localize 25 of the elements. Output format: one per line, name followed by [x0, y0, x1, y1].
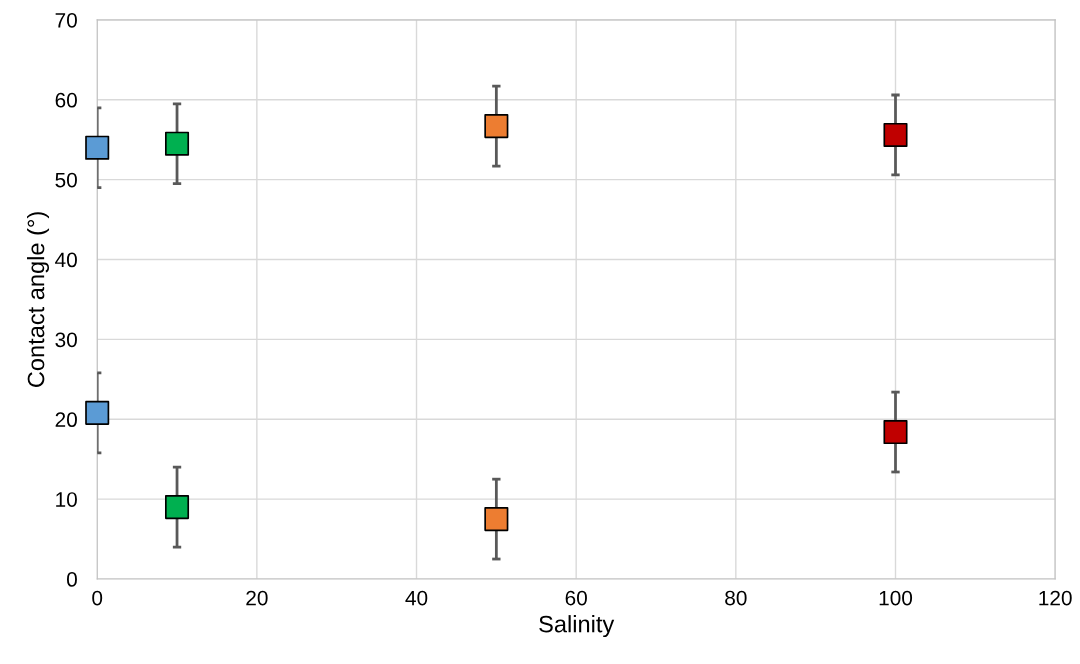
x-axis-title: Salinity [539, 615, 615, 638]
x-tick-label: 80 [725, 590, 747, 606]
point [85, 135, 110, 160]
y-tick-label: 70 [55, 12, 77, 28]
point [484, 507, 509, 532]
y-tick-label: 20 [55, 412, 77, 428]
x-tick-label: 0 [92, 590, 103, 606]
x-tick-label: 60 [565, 590, 587, 606]
y-tick-label: 40 [55, 252, 77, 268]
y-tick-label: 10 [56, 492, 77, 507]
point [484, 114, 509, 139]
point [164, 131, 190, 156]
x-tick-label: 100 [879, 590, 913, 606]
point [883, 420, 908, 445]
y-tick-label: 30 [55, 332, 77, 348]
y-tick-label: 50 [55, 172, 77, 188]
y-tick-label: 0 [66, 572, 77, 587]
x-tick-label: 20 [246, 590, 268, 606]
y-axis-title: Contact angle (°) [27, 212, 50, 387]
x-tick-label: 40 [405, 590, 428, 606]
y-tick-label: 60 [55, 92, 77, 108]
point [883, 122, 908, 147]
x-tick-label: 120 [1039, 590, 1072, 606]
point [85, 400, 110, 425]
point [164, 495, 190, 520]
